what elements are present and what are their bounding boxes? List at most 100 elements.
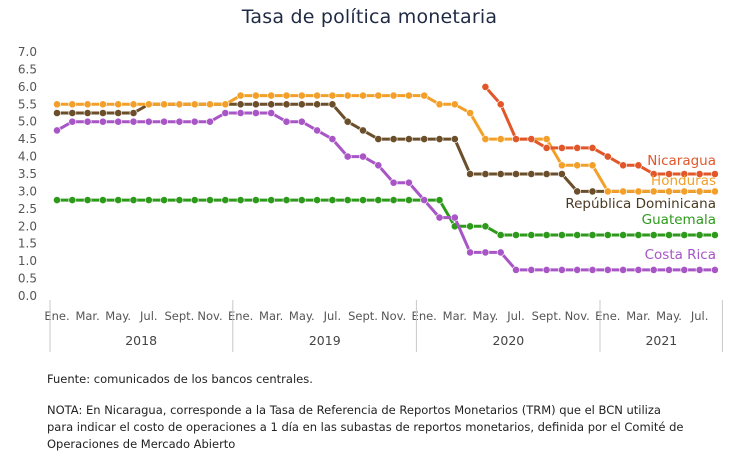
data-point: [313, 100, 321, 109]
data-point: [343, 117, 352, 126]
data-point: [328, 91, 337, 100]
data-point: [114, 100, 123, 109]
y-tick-label: 5.0: [18, 115, 37, 129]
data-point: [221, 196, 230, 204]
year-label: 2021: [645, 333, 677, 348]
data-point: [588, 161, 597, 170]
data-point: [68, 196, 77, 204]
data-point: [481, 83, 490, 91]
year-label: 2020: [492, 333, 524, 348]
x-tick-label: Ene.: [44, 309, 69, 323]
y-tick-label: 2.5: [18, 202, 37, 216]
series-label: República Dominicana: [565, 196, 716, 212]
series-line: [57, 102, 715, 193]
data-point: [313, 126, 321, 135]
data-point: [450, 100, 459, 109]
data-point: [374, 161, 383, 170]
y-tick-label: 3.0: [18, 184, 37, 198]
series-nicaragua: [481, 83, 719, 178]
data-point: [359, 126, 367, 135]
data-point: [450, 135, 459, 143]
data-point: [512, 231, 520, 239]
data-point: [68, 117, 77, 126]
data-point: [680, 170, 689, 178]
data-point: [313, 91, 321, 100]
data-point: [665, 170, 673, 178]
data-point: [466, 109, 474, 117]
data-point: [527, 231, 536, 239]
x-tick-label: Nov.: [565, 309, 590, 323]
data-point: [711, 187, 719, 196]
x-tick-label: Ene.: [595, 309, 620, 323]
data-point: [359, 91, 367, 100]
line-chart: 0.0 0.5 1.0 1.5 2.0 2.5 3.0 3.5 4.0 4.5 5.0 5.5 6.0 6…: [18, 45, 723, 352]
data-point: [404, 178, 413, 187]
data-point: [282, 117, 291, 126]
data-point: [99, 100, 107, 109]
data-point: [558, 161, 566, 170]
data-point: [619, 161, 627, 170]
data-point: [389, 178, 398, 187]
data-point: [282, 100, 291, 109]
data-point: [374, 135, 383, 143]
data-point: [190, 117, 199, 126]
data-point: [267, 109, 276, 117]
chart-title: Tasa de política monetaria: [241, 6, 498, 28]
data-point: [711, 265, 719, 274]
data-point: [466, 222, 474, 231]
data-point: [496, 100, 505, 109]
x-tick-label: Jul.: [139, 309, 158, 323]
data-point: [313, 196, 321, 204]
series-label: Costa Rica: [645, 247, 716, 263]
series-label: Nicaragua: [647, 153, 716, 169]
data-point: [68, 109, 77, 117]
data-point: [53, 100, 61, 109]
data-point: [588, 231, 597, 239]
data-point: [236, 109, 245, 117]
data-point: [359, 196, 367, 204]
data-point: [53, 109, 61, 117]
data-point: [711, 170, 719, 178]
x-tick-label: May.: [656, 309, 682, 323]
data-point: [343, 196, 352, 204]
data-point: [83, 100, 92, 109]
data-point: [236, 196, 245, 204]
data-point: [267, 196, 276, 204]
data-point: [374, 91, 383, 100]
data-point: [695, 187, 704, 196]
data-point: [619, 231, 627, 239]
data-point: [160, 117, 168, 126]
series-group: [53, 83, 719, 274]
data-point: [603, 152, 612, 161]
y-tick-label: 6.0: [18, 80, 37, 94]
data-point: [404, 91, 413, 100]
data-point: [328, 196, 337, 204]
series-republica-dominicana: [53, 100, 719, 196]
data-point: [343, 152, 352, 161]
data-point: [496, 231, 505, 239]
data-point: [527, 170, 536, 178]
x-tick-label: Sept.: [348, 309, 378, 323]
data-point: [221, 109, 230, 117]
source-note: Fuente: comunicados de los bancos centra…: [47, 372, 313, 386]
data-point: [573, 265, 582, 274]
data-point: [282, 91, 291, 100]
y-tick-label: 1.0: [18, 254, 37, 268]
data-point: [251, 100, 260, 109]
x-tick-label: Mar.: [626, 309, 650, 323]
data-point: [496, 248, 505, 257]
data-point: [175, 117, 184, 126]
x-tick-label: May.: [473, 309, 499, 323]
data-point: [603, 265, 612, 274]
data-point: [435, 213, 444, 222]
data-point: [634, 187, 643, 196]
data-point: [450, 213, 459, 222]
data-point: [573, 231, 582, 239]
data-point: [129, 109, 138, 117]
data-point: [695, 170, 704, 178]
data-point: [267, 91, 276, 100]
y-tick-label: 0.0: [18, 289, 37, 303]
series-honduras: [53, 91, 719, 196]
data-point: [665, 231, 673, 239]
y-tick-label: 2.0: [18, 219, 37, 233]
